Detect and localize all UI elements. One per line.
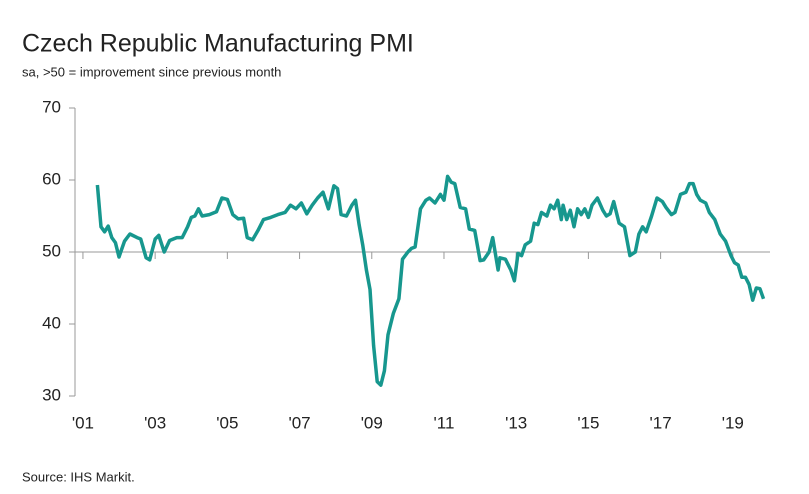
x-tick-label: '13 (505, 413, 527, 432)
y-tick-label: 70 (42, 97, 61, 116)
x-tick-label: '17 (650, 413, 672, 432)
y-tick-label: 50 (42, 241, 61, 260)
y-tick-label: 40 (42, 313, 61, 332)
x-tick-label: '07 (288, 413, 310, 432)
source-note: Source: IHS Markit. (22, 469, 135, 484)
data-line (95, 174, 766, 387)
x-tick-label: '19 (722, 413, 744, 432)
x-tick-label: '11 (434, 413, 455, 432)
x-tick-label: '05 (216, 413, 238, 432)
x-tick-label: '09 (361, 413, 383, 432)
y-tick-label: 30 (42, 385, 61, 404)
chart-subtitle: sa, >50 = improvement since previous mon… (22, 64, 281, 79)
x-tick-label: '15 (577, 413, 599, 432)
y-tick-label: 60 (42, 169, 61, 188)
chart-title: Czech Republic Manufacturing PMI (22, 30, 414, 58)
x-tick-label: '01 (72, 413, 94, 432)
x-tick-label: '03 (144, 413, 166, 432)
